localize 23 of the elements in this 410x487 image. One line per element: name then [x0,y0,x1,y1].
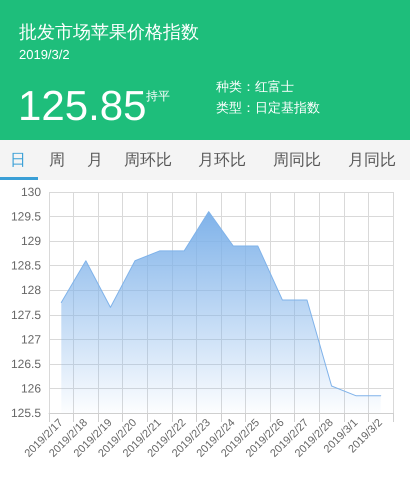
y-tick-label: 129 [20,234,42,248]
text: 周同比 [273,150,321,170]
text: 月 [87,150,103,170]
text: 周 [49,150,65,170]
text: 种类：红富士 [216,79,294,96]
chart-subtitle: 2019/3/2 [19,46,70,63]
text: 125.85 [18,82,146,129]
text: 持平 [146,89,170,104]
text: 周环比 [124,150,172,170]
y-tick-label: 126 [20,381,42,396]
y-tick-label: 128.5 [10,258,42,273]
text: 日 [10,150,26,170]
y-tick-label: 129.5 [10,210,42,224]
y-tick-label: 125.5 [10,406,42,420]
y-tick-label: 127 [20,332,42,346]
y-tick-label: 127.5 [10,308,42,322]
chart-title: 批发市场苹果价格指数 [19,22,199,44]
text: 类型：日定基指数 [216,100,320,117]
text: 月同比 [348,150,396,170]
y-tick-label: 128 [20,283,42,298]
y-tick-label: 126.5 [10,356,42,371]
text: 月环比 [198,150,246,170]
y-tick-label: 130 [20,185,42,199]
